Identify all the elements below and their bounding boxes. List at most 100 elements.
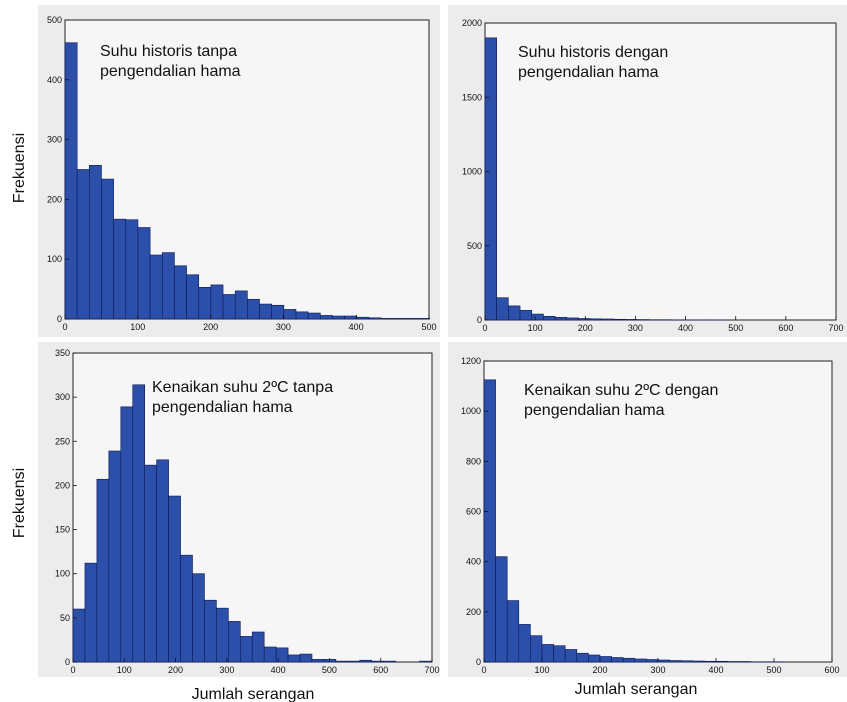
panel-title-line: Kenaikan suhu 2ºC dengan [524,382,718,399]
histogram-bar [228,621,241,663]
histogram-bar [506,600,520,663]
histogram-panel-bottom-right: 0 100 200 300 400 500 600 0 200 400 600 800 1000 1200… [461,356,840,675]
x-tick-label: 600 [778,323,793,333]
histogram-bar [216,607,229,663]
histogram-bar [210,284,224,320]
histogram-bar [180,554,193,663]
histogram-bar [541,644,554,663]
histogram-bar [531,313,544,321]
histogram-bar [113,218,127,320]
x-tick-label: 600 [373,665,388,675]
histogram-bar [137,227,151,320]
histogram-bar [657,659,670,663]
histogram-bar [156,459,169,663]
histogram-bar [132,384,145,663]
histogram-bar [247,298,260,320]
histogram-bar [72,608,86,663]
x-tick-label: 300 [650,665,665,675]
x-tick-label: 100 [117,665,132,675]
histogram-bar [174,265,187,320]
panel-title-line: pengendalian hama [518,64,659,81]
plot-area [484,22,837,321]
x-tick-label: 400 [678,323,693,333]
histogram-bar [613,318,626,321]
x-tick-label: 400 [349,322,364,332]
histogram-bar [198,287,212,320]
y-tick-label: 100 [55,569,70,579]
x-tick-label: 100 [534,665,549,675]
histogram-bar [332,315,345,320]
x-tick-label: 500 [728,323,743,333]
histogram-bar [168,495,181,663]
histogram-bar [519,310,533,321]
x-tick-label: 300 [276,322,291,332]
y-tick-label: 300 [47,135,62,145]
histogram-bar [634,658,647,663]
histogram-bar [543,315,556,321]
y-tick-label: 500 [467,241,482,251]
histogram-bar [161,252,175,320]
x-axis-label-right: Jumlah serangan [575,681,698,698]
histogram-bar [419,660,432,663]
x-tick-label: 600 [824,665,839,675]
x-tick-label: 100 [130,322,145,332]
histogram-panel-top-left: 0 100 200 300 400 500 0 100 200 300 400 500 Suhu his… [47,15,437,332]
y-axis-label-bottom: Frekuensi [11,468,28,538]
histogram-bar [371,660,384,663]
y-tick-label: 200 [466,607,481,617]
histogram-bar [483,379,496,663]
x-tick-label: 0 [62,322,67,332]
y-tick-label: 350 [55,348,70,358]
histogram-bar [727,661,740,663]
histogram-bar [508,305,521,321]
y-tick-label: 0 [477,315,482,325]
histogram-bar [588,654,601,663]
x-tick-label: 0 [70,665,75,675]
histogram-bar [518,624,531,663]
x-tick-label: 200 [578,323,593,333]
histogram-bar [204,599,217,663]
histogram-bar [283,309,297,320]
histogram-bar [96,478,110,663]
x-tick-label: 100 [528,323,543,333]
histogram-bar [692,660,705,663]
histogram-bar [271,304,285,320]
x-tick-label: 400 [271,665,286,675]
histogram-bar [611,657,624,663]
histogram-bar [622,657,636,663]
y-tick-label: 600 [466,507,481,517]
histogram-bar [259,303,272,320]
panel-title-line: Kenaikan suhu 2ºC tanpa [152,379,333,396]
y-tick-label: 500 [47,15,62,25]
histogram-bar [320,315,333,320]
histogram-bar [566,317,579,321]
histogram-bar [669,660,682,663]
histogram-bar [715,660,728,663]
panel-title-line: pengendalian hama [524,402,665,419]
y-tick-label: 0 [476,657,481,667]
y-tick-label: 1000 [461,406,481,416]
x-tick-label: 500 [421,322,436,332]
histogram-bar [578,318,591,321]
histogram-bar [84,562,98,663]
y-tick-label: 800 [466,456,481,466]
y-tick-label: 1000 [462,167,482,177]
histogram-bar [120,406,134,663]
histogram-bar [323,659,337,663]
histogram-bar [311,659,325,663]
panel-title-line: pengendalian hama [152,399,293,416]
histogram-bar [299,653,313,663]
y-tick-label: 50 [60,613,70,623]
x-tick-label: 200 [168,665,183,675]
x-tick-label: 400 [708,665,723,675]
y-tick-label: 400 [466,557,481,567]
histogram-bar [564,649,578,663]
histogram-panel-top-right: 0 100 200 300 400 500 600 700 0 500 1000 1500 2000 Su… [462,18,844,333]
x-axis-label-left: Jumlah serangan [192,686,315,702]
histogram-bar [553,645,566,663]
histogram-bar [149,254,163,320]
x-tick-label: 500 [766,665,781,675]
histogram-bar [251,631,265,663]
